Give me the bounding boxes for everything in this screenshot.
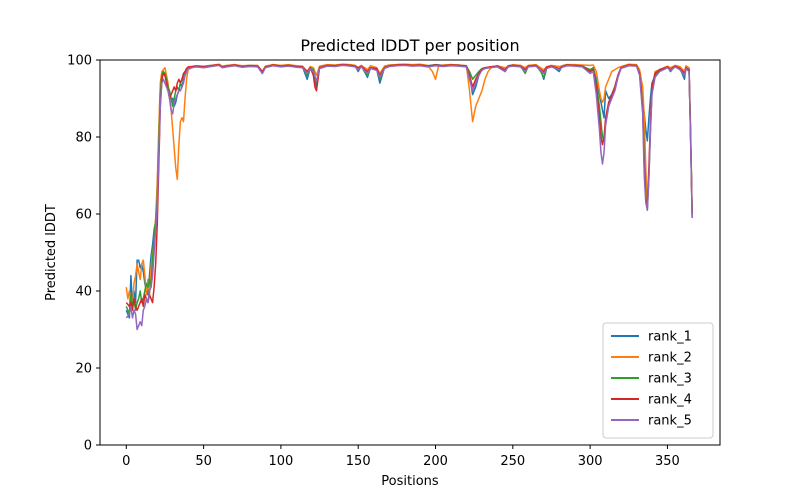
x-axis-ticks: 0 50 100 150 200 250 300 350 — [122, 445, 680, 469]
y-tick-label: 0 — [84, 439, 92, 454]
legend-box — [602, 322, 714, 439]
legend-label-rank_1: rank_1 — [648, 330, 692, 345]
series-lines — [125, 63, 693, 331]
x-tick-label: 300 — [578, 454, 603, 469]
legend-label-rank_5: rank_5 — [648, 414, 692, 429]
x-tick-label: 150 — [346, 454, 371, 469]
plot-frame — [99, 59, 721, 446]
y-tick-label: 80 — [75, 131, 92, 146]
y-axis-label: Predicted lDDT — [44, 204, 59, 301]
legend-label-rank_2: rank_2 — [648, 351, 692, 366]
x-tick-label: 50 — [195, 454, 212, 469]
series-line-rank_4 — [125, 63, 693, 311]
x-axis-label: Positions — [381, 474, 439, 489]
y-tick-label: 20 — [75, 362, 92, 377]
x-tick-label: 200 — [423, 454, 448, 469]
x-tick-label: 0 — [122, 454, 130, 469]
y-axis-ticks: 0 20 40 60 80 100 — [67, 54, 100, 454]
y-tick-label: 100 — [67, 54, 92, 69]
legend: rank_1 rank_2 rank_3 rank_4 rank_5 — [602, 322, 714, 439]
x-tick-label: 350 — [655, 454, 680, 469]
y-tick-label: 60 — [75, 208, 92, 223]
x-tick-label: 250 — [500, 454, 525, 469]
y-tick-label: 40 — [75, 285, 92, 300]
series-line-rank_5 — [125, 64, 693, 331]
legend-label-rank_3: rank_3 — [648, 372, 692, 387]
legend-label-rank_4: rank_4 — [648, 393, 692, 408]
x-tick-label: 100 — [268, 454, 293, 469]
chart-title: Predicted lDDT per position — [300, 36, 519, 55]
